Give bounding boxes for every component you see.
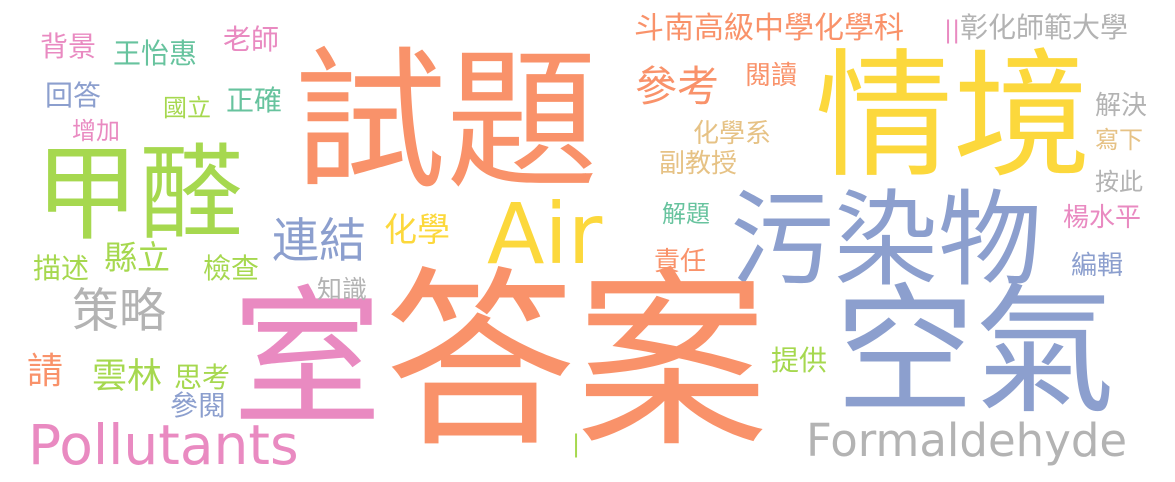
word-jiejue: 解決 <box>1095 91 1148 121</box>
word-sikao: 思考 <box>174 361 231 394</box>
word-celue: 策略 <box>72 284 166 339</box>
word-sep1: || <box>944 16 961 44</box>
word-cankao: 參考 <box>635 62 720 111</box>
word-yangshuiping: 楊水平 <box>1063 203 1142 233</box>
word-kongqi: 空氣 <box>835 271 1116 434</box>
word-beijing: 背景 <box>40 30 97 63</box>
word-qingjing: 情境 <box>815 36 1092 197</box>
word-zhishi: 知識 <box>317 275 368 304</box>
word-jiaquan: 甲醛 <box>35 133 244 255</box>
word-shi: 室 <box>232 273 383 447</box>
word-huida: 回答 <box>45 79 102 112</box>
word-daan: 答案 <box>384 251 768 474</box>
word-xianli: 縣立 <box>104 238 170 277</box>
word-zengjia: 增加 <box>72 117 120 145</box>
word-air: Air <box>487 185 603 283</box>
word-huaxuexi: 化學系 <box>693 119 772 149</box>
word-formaldehyde: Formaldehyde <box>806 414 1128 467</box>
word-anci: 按此 <box>1095 168 1143 196</box>
word-yuedu: 閱讀 <box>745 61 798 91</box>
word-qing: 請 <box>27 351 64 392</box>
word-wangyihui: 王怡惠 <box>113 37 198 70</box>
word-sep2: | <box>572 430 581 458</box>
word-changhua: 彰化師範大學 <box>960 11 1129 44</box>
word-miaoshu: 描述 <box>33 252 90 285</box>
word-zhengque: 正確 <box>226 84 283 117</box>
word-lianjie: 連結 <box>272 214 366 269</box>
word-canyue: 參閱 <box>170 389 227 422</box>
word-zeren: 責任 <box>654 247 707 277</box>
word-huaxue: 化學 <box>384 210 450 249</box>
word-dounan: 斗南高級中學化學科 <box>634 11 904 46</box>
word-tigong: 提供 <box>771 344 828 377</box>
word-yunlin: 雲林 <box>92 357 163 397</box>
word-jieti: 解題 <box>662 200 710 228</box>
word-wuranwu: 污染物 <box>730 179 1043 301</box>
word-guoli: 國立 <box>163 94 211 122</box>
word-shiti: 試題 <box>294 33 598 210</box>
word-jiancha: 檢查 <box>203 252 260 285</box>
word-laoshi: 老師 <box>223 23 280 56</box>
word-xiexia: 寫下 <box>1095 126 1143 154</box>
word-pollutants: Pollutants <box>28 413 299 477</box>
word-bianji: 編輯 <box>1071 251 1124 281</box>
word-fujiaoshou: 副教授 <box>659 149 738 179</box>
